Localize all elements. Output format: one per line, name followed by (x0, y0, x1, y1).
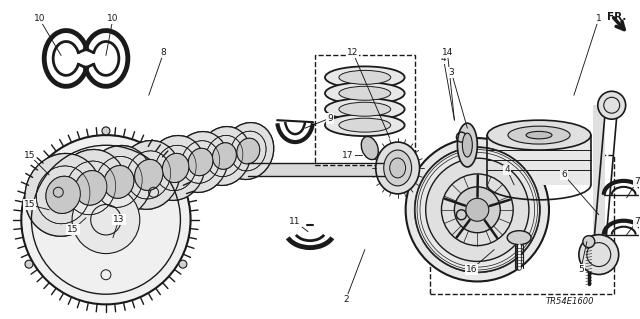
Ellipse shape (339, 118, 390, 132)
Bar (593, 105, 605, 255)
Ellipse shape (46, 176, 81, 213)
Circle shape (102, 127, 110, 135)
Text: FR.: FR. (607, 11, 626, 22)
Bar (248, 163, 390, 176)
Circle shape (72, 186, 140, 254)
Circle shape (454, 187, 500, 233)
Ellipse shape (212, 143, 236, 169)
Circle shape (179, 260, 187, 268)
Circle shape (466, 198, 489, 221)
Text: 11: 11 (289, 217, 301, 226)
Bar (315, 56, 415, 165)
Text: 4: 4 (504, 166, 510, 174)
Ellipse shape (198, 127, 251, 185)
Text: 8: 8 (161, 48, 166, 57)
Ellipse shape (376, 142, 420, 194)
Ellipse shape (339, 86, 390, 100)
Text: 7: 7 (634, 217, 639, 226)
Text: 4: 4 (441, 54, 446, 63)
Ellipse shape (117, 141, 180, 209)
Ellipse shape (325, 114, 404, 136)
Ellipse shape (134, 160, 163, 190)
Bar (199, 149, 226, 169)
Text: 9: 9 (327, 114, 333, 123)
Ellipse shape (462, 133, 472, 157)
Ellipse shape (173, 131, 228, 192)
Text: TR54E1600: TR54E1600 (545, 297, 594, 306)
Ellipse shape (237, 138, 260, 164)
Ellipse shape (507, 231, 531, 245)
Ellipse shape (237, 138, 260, 164)
Text: 13: 13 (113, 215, 125, 224)
Text: 14: 14 (442, 48, 453, 57)
Ellipse shape (104, 166, 134, 198)
Text: 10: 10 (107, 14, 118, 23)
Circle shape (21, 135, 191, 304)
Ellipse shape (325, 66, 404, 88)
Ellipse shape (25, 153, 102, 236)
Circle shape (426, 158, 529, 261)
Bar (223, 144, 250, 163)
Ellipse shape (163, 153, 189, 182)
Bar (90, 175, 120, 195)
Ellipse shape (339, 102, 390, 116)
Ellipse shape (147, 136, 205, 200)
Text: 15: 15 (24, 151, 35, 160)
Ellipse shape (173, 131, 228, 192)
Text: 1: 1 (596, 14, 602, 23)
Ellipse shape (163, 153, 189, 182)
Ellipse shape (487, 120, 591, 150)
Ellipse shape (508, 126, 570, 144)
Bar (429, 155, 614, 294)
Text: 7: 7 (634, 177, 639, 186)
Ellipse shape (390, 158, 406, 178)
Circle shape (25, 260, 33, 268)
Ellipse shape (188, 148, 213, 176)
Text: 6: 6 (561, 170, 567, 179)
Ellipse shape (147, 136, 205, 200)
Text: 3: 3 (449, 68, 454, 77)
Ellipse shape (223, 122, 274, 180)
Ellipse shape (56, 150, 126, 226)
Ellipse shape (188, 148, 213, 176)
Ellipse shape (361, 137, 378, 160)
Ellipse shape (56, 150, 126, 226)
Text: 15: 15 (67, 225, 79, 234)
Text: 10: 10 (33, 14, 45, 23)
Ellipse shape (198, 127, 251, 185)
Text: 5: 5 (578, 265, 584, 274)
Bar (117, 168, 150, 189)
Ellipse shape (526, 131, 552, 139)
Text: 15: 15 (24, 200, 35, 209)
Circle shape (406, 138, 549, 281)
Ellipse shape (104, 166, 134, 198)
Ellipse shape (75, 171, 107, 205)
Ellipse shape (325, 82, 404, 104)
Circle shape (598, 91, 626, 119)
Ellipse shape (223, 122, 274, 180)
Ellipse shape (75, 171, 107, 205)
Text: 16: 16 (465, 265, 477, 274)
Text: 2: 2 (343, 295, 349, 304)
Ellipse shape (212, 143, 236, 169)
Text: 17: 17 (342, 151, 354, 160)
Bar (174, 155, 202, 175)
Bar (487, 135, 591, 185)
Ellipse shape (25, 153, 102, 236)
Ellipse shape (325, 98, 404, 120)
Ellipse shape (583, 236, 595, 248)
Ellipse shape (86, 145, 152, 218)
Bar (147, 161, 177, 182)
Circle shape (579, 235, 619, 274)
Ellipse shape (134, 160, 163, 190)
Ellipse shape (339, 70, 390, 84)
Ellipse shape (86, 145, 152, 218)
Ellipse shape (46, 176, 81, 213)
Ellipse shape (458, 123, 477, 167)
Ellipse shape (117, 141, 180, 209)
Ellipse shape (384, 150, 412, 186)
Bar (61, 181, 93, 202)
Text: 12: 12 (347, 48, 358, 57)
